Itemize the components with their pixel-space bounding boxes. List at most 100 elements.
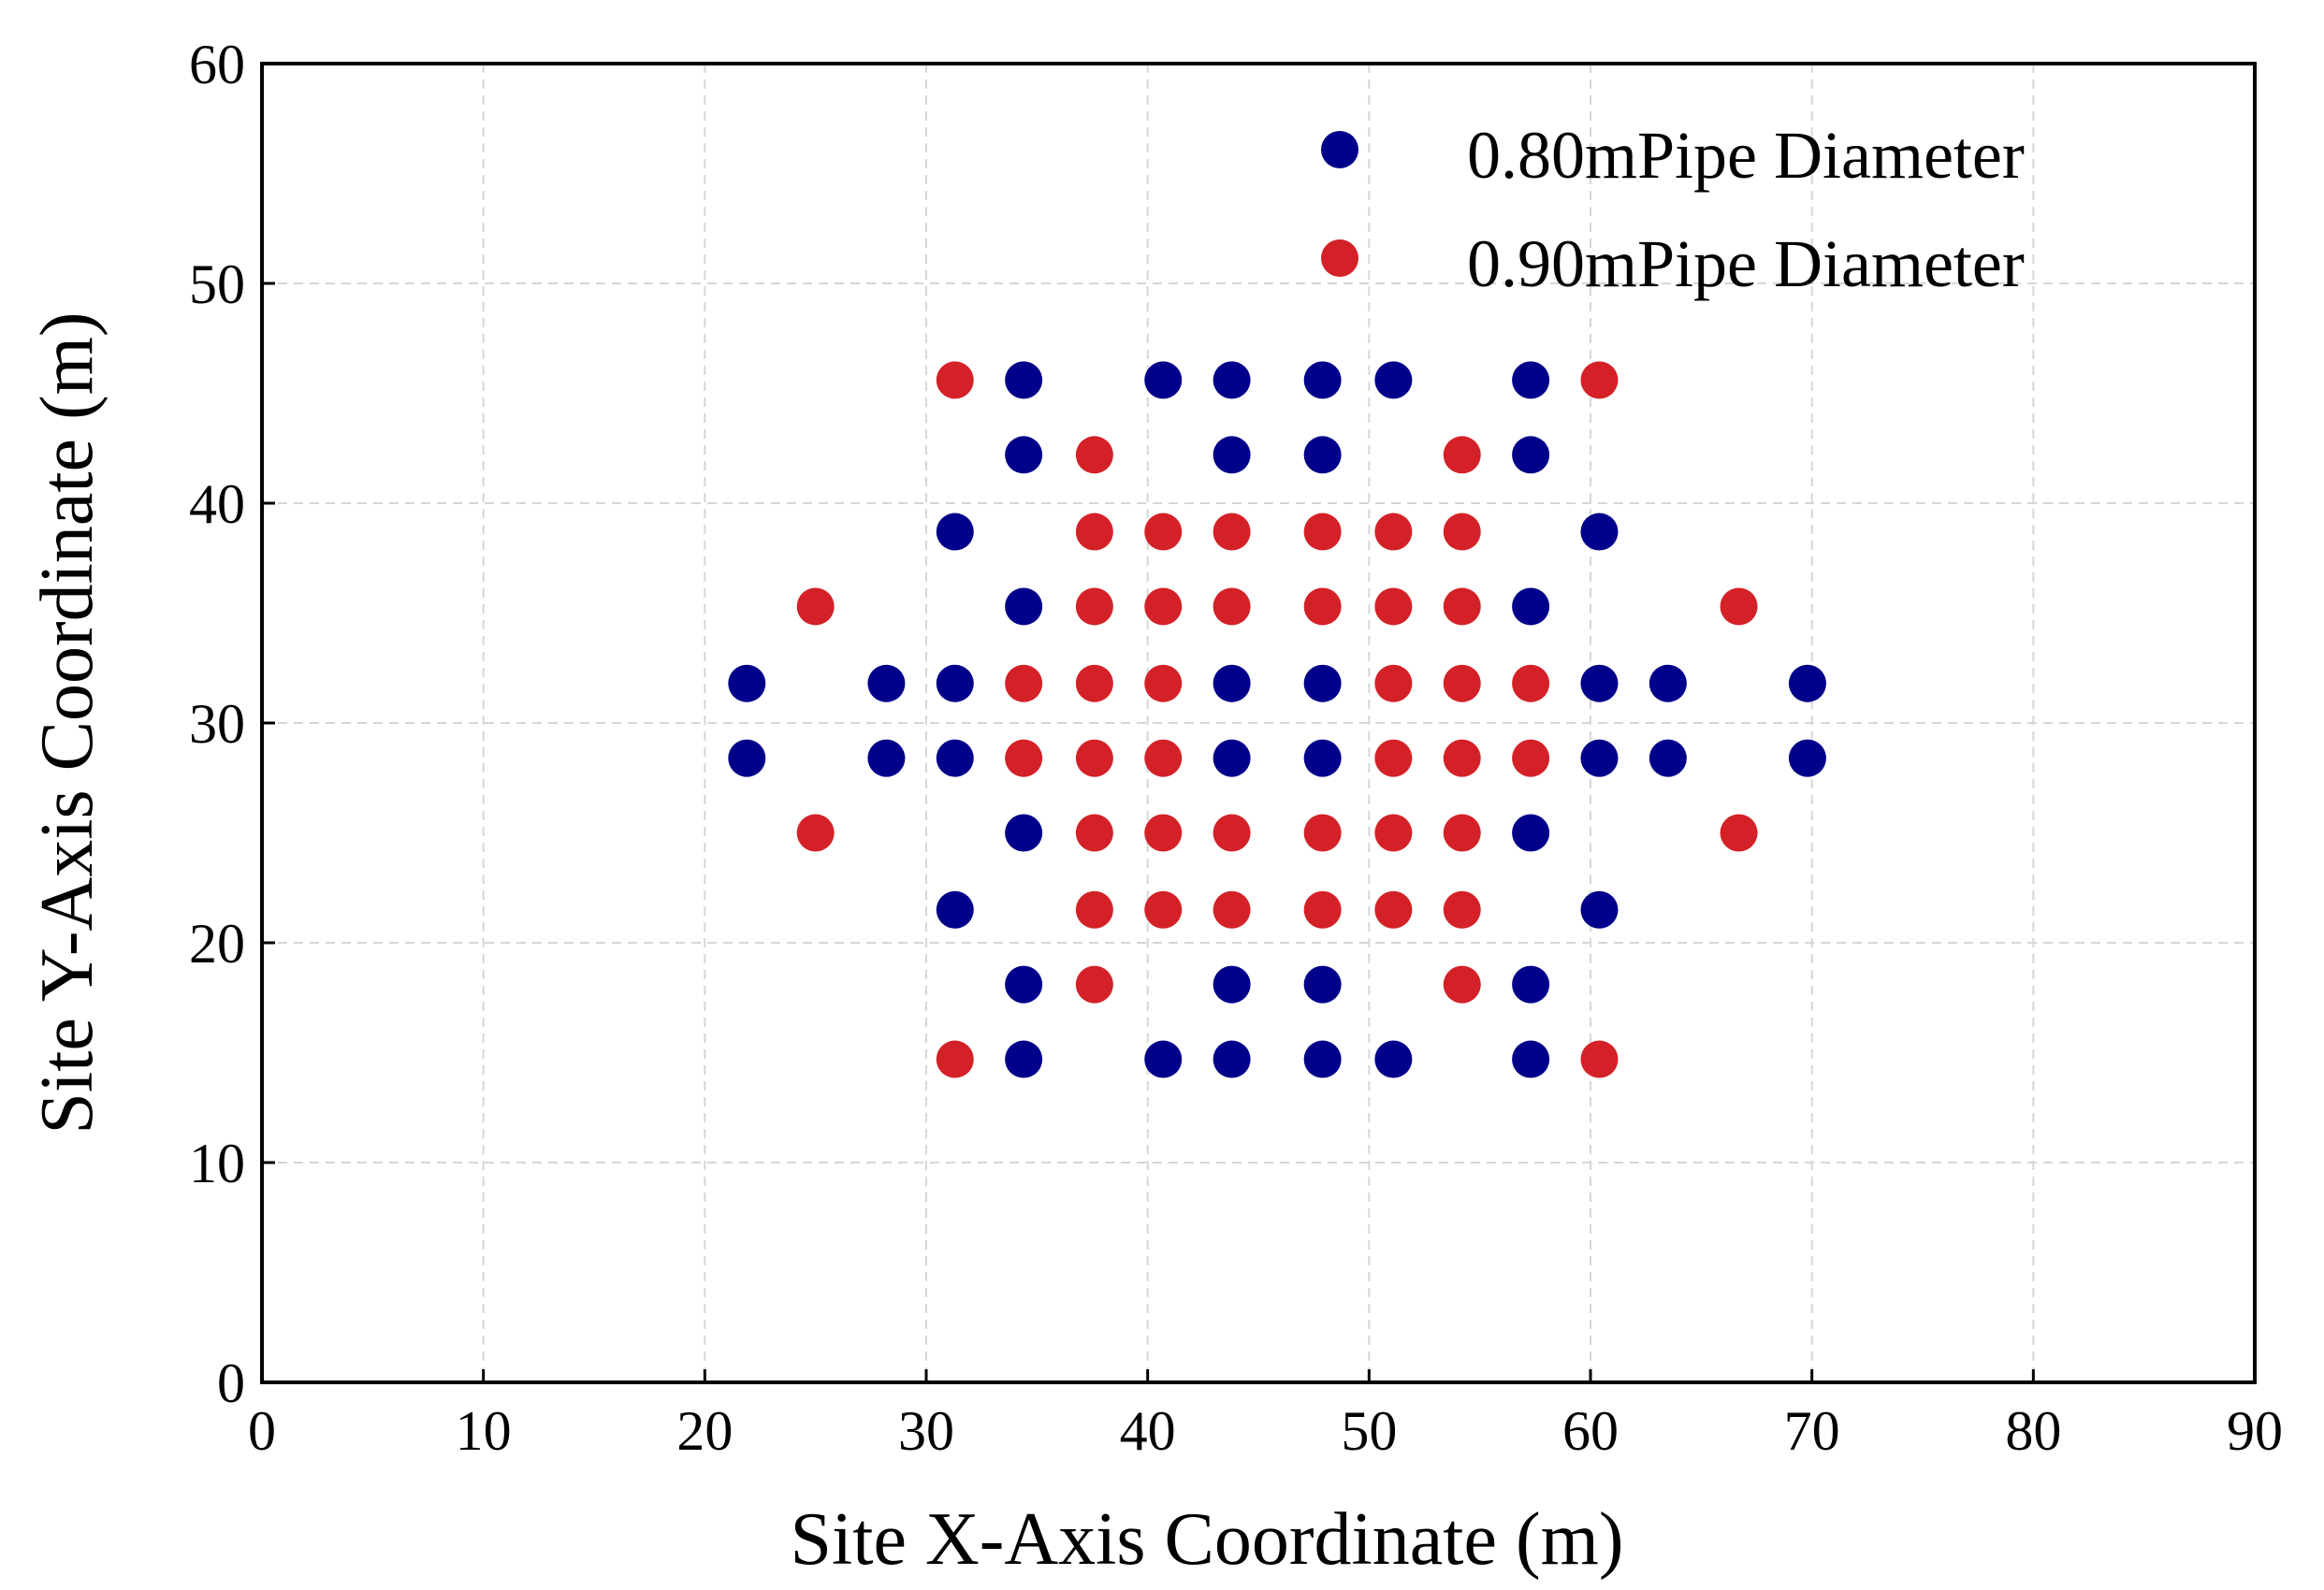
data-point xyxy=(1303,890,1342,929)
series-0-90m xyxy=(796,361,1758,1078)
data-point xyxy=(1213,814,1251,852)
x-tick-label: 50 xyxy=(1341,1400,1397,1462)
legend-label-0-80m: 0.80mPipe Diameter xyxy=(1467,118,2025,193)
y-tick-label: 30 xyxy=(189,693,245,755)
x-tick-label: 40 xyxy=(1120,1400,1176,1462)
data-point xyxy=(1005,436,1043,474)
legend-label-0-90m: 0.90mPipe Diameter xyxy=(1467,226,2025,301)
data-point xyxy=(728,664,766,702)
legend: 0.80mPipe Diameter 0.90mPipe Diameter xyxy=(1321,118,2025,301)
data-point xyxy=(796,587,835,626)
legend-marker-0-80m xyxy=(1321,131,1358,168)
data-point xyxy=(1443,890,1481,929)
data-point xyxy=(1443,664,1481,702)
data-point xyxy=(1213,664,1251,702)
y-tick-label: 60 xyxy=(189,34,245,95)
data-point xyxy=(1144,513,1183,551)
data-point xyxy=(1720,814,1758,852)
data-point xyxy=(796,814,835,852)
x-axis-label: Site X-Axis Coordinate (m) xyxy=(791,1498,1624,1581)
data-point xyxy=(1213,587,1251,626)
x-tick-label: 10 xyxy=(456,1400,512,1462)
data-point xyxy=(1213,513,1251,551)
data-point xyxy=(1443,587,1481,626)
data-point xyxy=(1512,587,1550,626)
grid-lines xyxy=(262,64,2255,1382)
data-point xyxy=(1213,1040,1251,1078)
data-point xyxy=(1443,965,1481,1004)
data-point xyxy=(1580,513,1619,551)
data-point xyxy=(1788,739,1826,777)
data-points xyxy=(728,361,1826,1078)
data-point xyxy=(1303,664,1342,702)
series-0-80m xyxy=(728,361,1826,1078)
x-tick-label: 30 xyxy=(898,1400,954,1462)
y-tick-label: 0 xyxy=(217,1352,245,1414)
data-point xyxy=(1075,587,1113,626)
data-point xyxy=(1075,739,1113,777)
data-point xyxy=(1144,814,1183,852)
data-point xyxy=(1005,664,1043,702)
data-point xyxy=(1303,587,1342,626)
y-tick-label: 10 xyxy=(189,1133,245,1194)
x-tick-label: 60 xyxy=(1562,1400,1619,1462)
data-point xyxy=(1303,436,1342,474)
data-point xyxy=(1649,664,1687,702)
data-point xyxy=(1005,587,1043,626)
data-point xyxy=(1512,739,1550,777)
data-point xyxy=(1303,361,1342,399)
data-point xyxy=(1213,361,1251,399)
data-point xyxy=(1512,814,1550,852)
data-point xyxy=(1303,965,1342,1004)
data-point xyxy=(1075,436,1113,474)
data-point xyxy=(1443,739,1481,777)
data-point xyxy=(1374,890,1413,929)
data-point xyxy=(1213,965,1251,1004)
y-tick-labels: 0 10 20 30 40 50 60 xyxy=(189,34,245,1414)
data-point xyxy=(1213,436,1251,474)
data-point xyxy=(1144,664,1183,702)
data-point xyxy=(1512,1040,1550,1078)
data-point xyxy=(1213,739,1251,777)
data-point xyxy=(1443,814,1481,852)
data-point xyxy=(1144,890,1183,929)
data-point xyxy=(1374,361,1413,399)
data-point xyxy=(1374,664,1413,702)
data-point xyxy=(1144,1040,1183,1078)
data-point xyxy=(1374,1040,1413,1078)
x-tick-label: 70 xyxy=(1784,1400,1840,1462)
data-point xyxy=(728,739,766,777)
x-tick-label: 0 xyxy=(248,1400,276,1462)
y-tick-label: 40 xyxy=(189,473,245,535)
x-tick-label: 20 xyxy=(676,1400,733,1462)
data-point xyxy=(1144,587,1183,626)
data-point xyxy=(1303,1040,1342,1078)
data-point xyxy=(1512,664,1550,702)
data-point xyxy=(936,513,974,551)
data-point xyxy=(1443,513,1481,551)
data-point xyxy=(1374,739,1413,777)
data-point xyxy=(867,739,906,777)
data-point xyxy=(1303,739,1342,777)
data-point xyxy=(936,739,974,777)
data-point xyxy=(1213,890,1251,929)
data-point xyxy=(936,361,974,399)
data-point xyxy=(1303,814,1342,852)
legend-marker-0-90m xyxy=(1321,239,1358,277)
data-point xyxy=(1580,1040,1619,1078)
data-point xyxy=(1512,965,1550,1004)
data-point xyxy=(1144,361,1183,399)
data-point xyxy=(1005,814,1043,852)
x-tick-label: 90 xyxy=(2227,1400,2283,1462)
data-point xyxy=(1144,739,1183,777)
data-point xyxy=(1580,739,1619,777)
data-point xyxy=(1075,890,1113,929)
data-point xyxy=(1443,436,1481,474)
data-point xyxy=(936,664,974,702)
data-point xyxy=(1788,664,1826,702)
y-axis-label: Site Y-Axis Coordinate (m) xyxy=(26,311,109,1134)
data-point xyxy=(1005,1040,1043,1078)
data-point xyxy=(1512,361,1550,399)
data-point xyxy=(867,664,906,702)
